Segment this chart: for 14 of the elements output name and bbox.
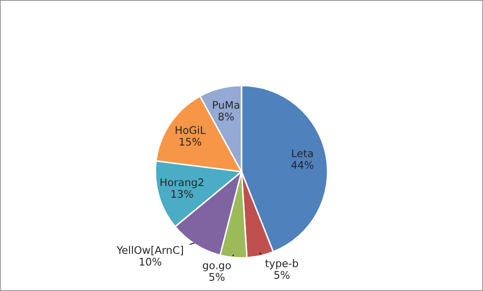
slice-label: HoGiL: [176, 126, 206, 134]
slice-label: Horang2: [160, 178, 204, 188]
data-label: 44%: [291, 161, 314, 169]
data-label: 10%: [140, 258, 162, 266]
slice-label: go.go: [202, 263, 231, 272]
slice-label: YellOw[ArnC]: [116, 246, 183, 256]
slice-label: type-b: [265, 259, 298, 270]
data-label: 15%: [180, 138, 202, 146]
data-label: 13%: [172, 190, 193, 198]
data-label: 5%: [274, 271, 290, 279]
slice-label: PuMa: [213, 101, 240, 109]
data-label: 5%: [209, 272, 225, 281]
slice-label: Leta: [292, 150, 313, 158]
data-label: 8%: [218, 112, 234, 120]
